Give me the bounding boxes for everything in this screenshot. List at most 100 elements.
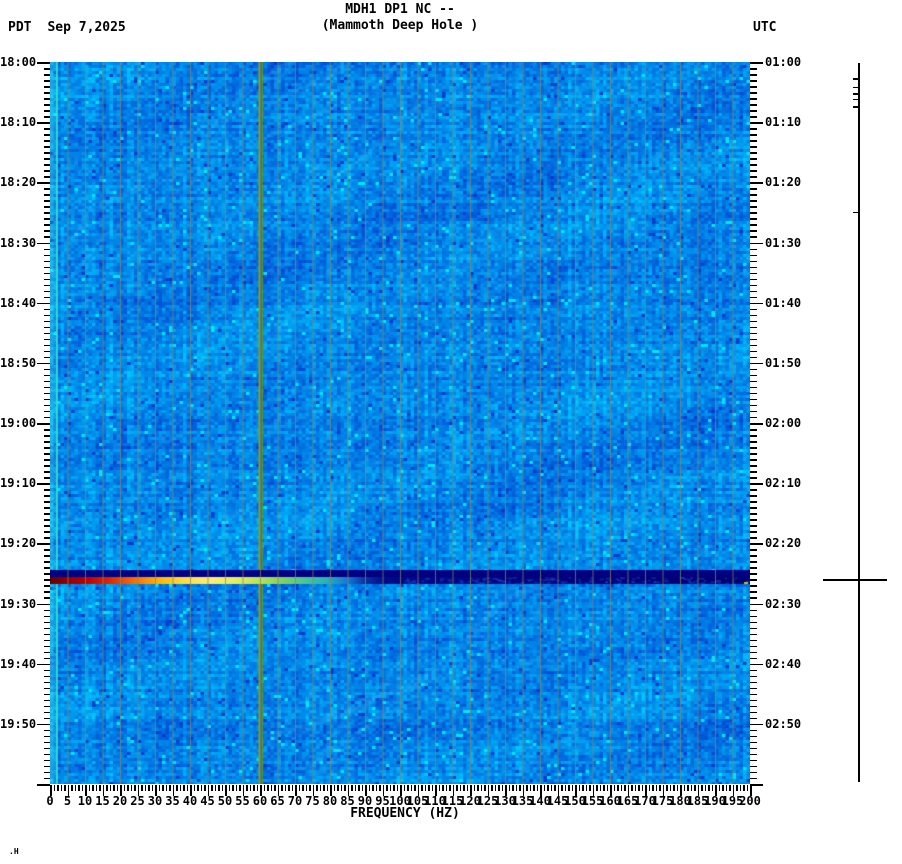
freq-minor-tick — [708, 785, 710, 791]
time-tick-label-right: 02:20 — [765, 536, 802, 551]
left-minor-tick — [44, 639, 50, 642]
left-minor-tick — [44, 404, 50, 407]
freq-minor-tick — [561, 785, 563, 791]
right-minor-tick — [750, 218, 757, 220]
time-tick-label-right: 02:00 — [765, 416, 802, 430]
left-minor-tick — [44, 693, 50, 696]
freq-tick-label: 145 — [546, 794, 569, 808]
right-minor-tick — [750, 501, 757, 503]
page-subtitle: (Mammoth Deep Hole ) — [321, 18, 479, 33]
left-minor-tick — [44, 447, 50, 449]
freq-minor-tick — [466, 785, 468, 791]
left-major-tick — [37, 62, 50, 64]
left-minor-tick — [44, 272, 50, 275]
right-minor-tick — [750, 212, 757, 214]
freq-minor-tick — [71, 785, 73, 791]
freq-minor-tick — [536, 785, 538, 791]
time-tick-label-right: 01:50 — [765, 355, 802, 370]
freq-minor-tick — [571, 785, 573, 791]
left-minor-tick — [44, 777, 50, 780]
freq-minor-tick — [134, 785, 136, 791]
freq-minor-tick — [659, 785, 661, 791]
freq-minor-tick — [267, 785, 269, 791]
freq-minor-tick — [291, 785, 293, 791]
freq-minor-tick — [141, 785, 143, 791]
left-minor-tick — [44, 675, 50, 678]
watermark: .H — [9, 847, 19, 856]
left-header: PDT Sep 7,2025 — [8, 20, 126, 35]
right-minor-tick — [750, 386, 757, 389]
right-minor-tick — [750, 170, 757, 172]
freq-minor-tick — [169, 785, 171, 791]
left-minor-tick — [44, 128, 50, 130]
freq-minor-tick — [288, 785, 290, 791]
right-minor-tick — [750, 380, 757, 383]
freq-minor-tick — [701, 785, 703, 791]
spectrogram-heatmap — [50, 62, 750, 784]
freq-minor-tick — [529, 785, 531, 791]
right-minor-tick — [750, 128, 757, 130]
left-minor-tick — [44, 254, 50, 257]
right-minor-tick — [750, 104, 757, 106]
left-minor-tick — [44, 435, 50, 437]
left-minor-tick — [44, 332, 50, 335]
freq-minor-tick — [393, 785, 395, 791]
left-minor-tick — [44, 699, 50, 702]
freq-minor-tick — [414, 785, 416, 791]
freq-major-tick — [190, 785, 192, 796]
right-minor-tick — [750, 356, 757, 359]
freq-minor-tick — [459, 785, 461, 791]
scalebar-tick — [853, 93, 859, 95]
time-tick-label-right: 02:40 — [765, 656, 802, 671]
freq-tick-label: 75 — [305, 794, 320, 808]
right-major-tick — [750, 62, 763, 64]
freq-minor-tick — [326, 785, 328, 791]
right-minor-tick — [750, 140, 757, 142]
freq-major-tick — [207, 785, 209, 796]
left-minor-tick — [44, 759, 50, 762]
right-minor-tick — [750, 308, 757, 311]
freq-minor-tick — [109, 785, 111, 791]
freq-tick-label: 50 — [217, 794, 233, 808]
left-minor-tick — [44, 410, 50, 413]
scalebar-tick — [853, 106, 859, 108]
left-minor-tick — [44, 176, 50, 178]
left-minor-tick — [44, 615, 50, 618]
freq-major-tick — [715, 785, 717, 796]
freq-tick-label: 5 — [63, 794, 72, 808]
frequency-axis-title: FREQUENCY (HZ) — [350, 806, 460, 821]
freq-major-tick — [400, 785, 402, 796]
left-minor-tick — [44, 320, 50, 323]
scalebar-tick — [853, 211, 859, 214]
right-minor-tick — [750, 531, 757, 533]
freq-tick-label: 110 — [424, 794, 446, 808]
right-minor-tick — [750, 266, 757, 269]
left-minor-tick — [44, 206, 50, 208]
freq-minor-tick — [638, 785, 640, 791]
left-minor-tick — [44, 465, 50, 467]
freq-minor-tick — [620, 785, 622, 791]
right-minor-tick — [750, 525, 757, 527]
right-minor-tick — [750, 368, 757, 371]
right-minor-tick — [750, 477, 757, 479]
freq-minor-tick — [78, 785, 80, 791]
left-major-tick — [37, 362, 50, 365]
freq-tick-label: 10 — [77, 794, 93, 808]
freq-tick-label: 15 — [95, 794, 110, 808]
right-minor-tick — [750, 338, 757, 341]
freq-minor-tick — [578, 785, 580, 791]
freq-minor-tick — [498, 785, 500, 791]
freq-tick-label: 100 — [389, 794, 411, 808]
freq-minor-tick — [253, 785, 255, 791]
freq-minor-tick — [99, 785, 101, 791]
freq-tick-label: 155 — [581, 794, 604, 808]
freq-minor-tick — [550, 785, 552, 791]
freq-major-tick — [627, 785, 629, 796]
freq-minor-tick — [337, 785, 339, 791]
freq-minor-tick — [305, 785, 307, 791]
right-major-tick — [750, 122, 763, 124]
time-tick-label-left: 18:50 — [0, 355, 37, 370]
left-minor-tick — [44, 218, 50, 220]
left-minor-tick — [44, 74, 50, 76]
left-major-tick — [37, 603, 50, 605]
